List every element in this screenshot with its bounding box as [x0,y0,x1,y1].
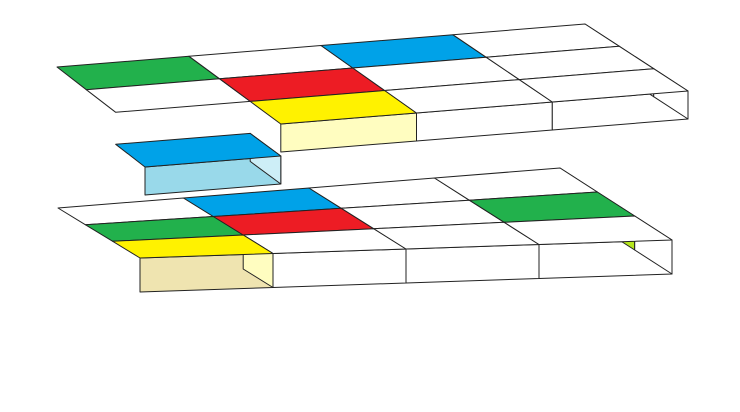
raised-top [115,132,282,168]
bottom-layer [57,167,673,293]
cell-2-3 [503,215,673,245]
front-side-2 [405,244,540,284]
top-layer [56,23,689,196]
raised-top [112,234,274,259]
cell-2-3 [518,68,689,103]
front-side-1 [272,248,407,288]
